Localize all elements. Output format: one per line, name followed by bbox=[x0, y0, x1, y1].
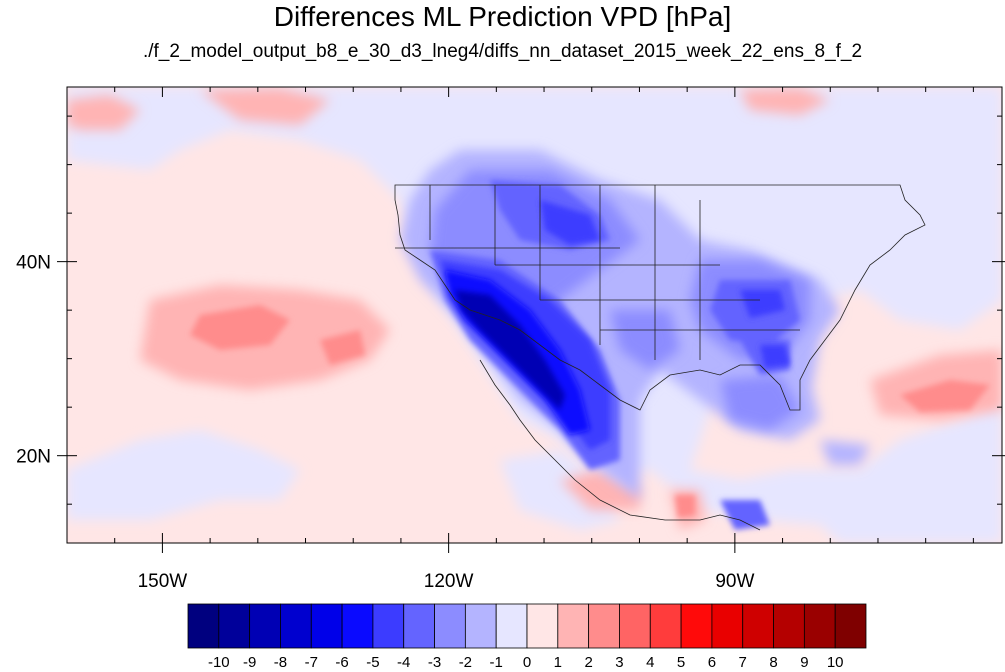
colorbar-swatch bbox=[310, 603, 343, 649]
map-subtitle: ./f_2_model_output_b8_e_30_d3_lneg4/diff… bbox=[142, 41, 863, 62]
lat-tick-label: 40N bbox=[16, 253, 51, 274]
colorbar-label: -7 bbox=[305, 654, 318, 671]
colorbar-swatch bbox=[834, 603, 867, 649]
coastline bbox=[394, 184, 926, 531]
colorbar-label: 5 bbox=[677, 654, 685, 671]
colorbar-label: 0 bbox=[523, 654, 531, 671]
colorbar-swatch bbox=[280, 603, 312, 649]
colorbar-swatch bbox=[187, 603, 220, 649]
lon-tick-label: 120W bbox=[424, 571, 474, 592]
lon-tick-label: 90W bbox=[715, 571, 754, 592]
map-title: Differences ML Prediction VPD [hPa] bbox=[273, 1, 732, 32]
colorbar-label: -5 bbox=[366, 654, 379, 671]
colorbar-swatch bbox=[218, 603, 251, 649]
colorbar-label: -9 bbox=[243, 654, 256, 671]
lon-tick-label: 150W bbox=[138, 571, 188, 592]
colorbar-label: -10 bbox=[208, 654, 230, 671]
colorbar-swatch bbox=[619, 603, 651, 649]
colorbar-label: -1 bbox=[490, 654, 503, 671]
colorbar-swatch bbox=[742, 603, 774, 649]
colorbar-label: 2 bbox=[584, 654, 592, 671]
colorbar-swatch bbox=[773, 603, 805, 649]
colorbar-swatch bbox=[557, 603, 590, 649]
colorbar-swatch bbox=[495, 603, 528, 649]
colorbar-swatch bbox=[372, 603, 405, 649]
colorbar-label: 9 bbox=[800, 654, 808, 671]
colorbar-swatch bbox=[649, 603, 682, 649]
colorbar-label: -8 bbox=[274, 654, 287, 671]
map-frame bbox=[66, 86, 1003, 544]
colorbar-label: -3 bbox=[428, 654, 441, 671]
colorbar-label: -6 bbox=[335, 654, 348, 671]
colorbar-label: 10 bbox=[827, 654, 844, 671]
colorbar-label: 4 bbox=[646, 654, 654, 671]
colorbar-label: 1 bbox=[554, 654, 562, 671]
colorbar-swatch bbox=[403, 603, 435, 649]
colorbar-swatch bbox=[803, 603, 836, 649]
colorbar-label: -4 bbox=[397, 654, 410, 671]
map-ticks: 150W 120W 90W 40N 20N bbox=[16, 87, 1005, 592]
colorbar-label: 3 bbox=[615, 654, 623, 671]
colorbar-swatch bbox=[341, 603, 374, 649]
colorbar-swatch bbox=[464, 603, 497, 649]
colorbar: -10 -9 -8 -7 -6 -5 -4 -3 -2 -1 0 1 2 3 4 5 6 7 8 9 10 bbox=[187, 603, 867, 671]
colorbar-swatch bbox=[249, 603, 281, 649]
colorbar-swatch bbox=[711, 603, 744, 649]
colorbar-label: 6 bbox=[708, 654, 716, 671]
colorbar-swatch bbox=[434, 603, 466, 649]
colorbar-label: -2 bbox=[459, 654, 472, 671]
colorbar-swatch bbox=[526, 603, 559, 649]
colorbar-label: 7 bbox=[739, 654, 747, 671]
lat-tick-label: 20N bbox=[16, 447, 51, 468]
colorbar-swatch bbox=[588, 603, 620, 649]
colorbar-label: 8 bbox=[769, 654, 777, 671]
map-field bbox=[67, 87, 1002, 543]
colorbar-swatch bbox=[680, 603, 713, 649]
